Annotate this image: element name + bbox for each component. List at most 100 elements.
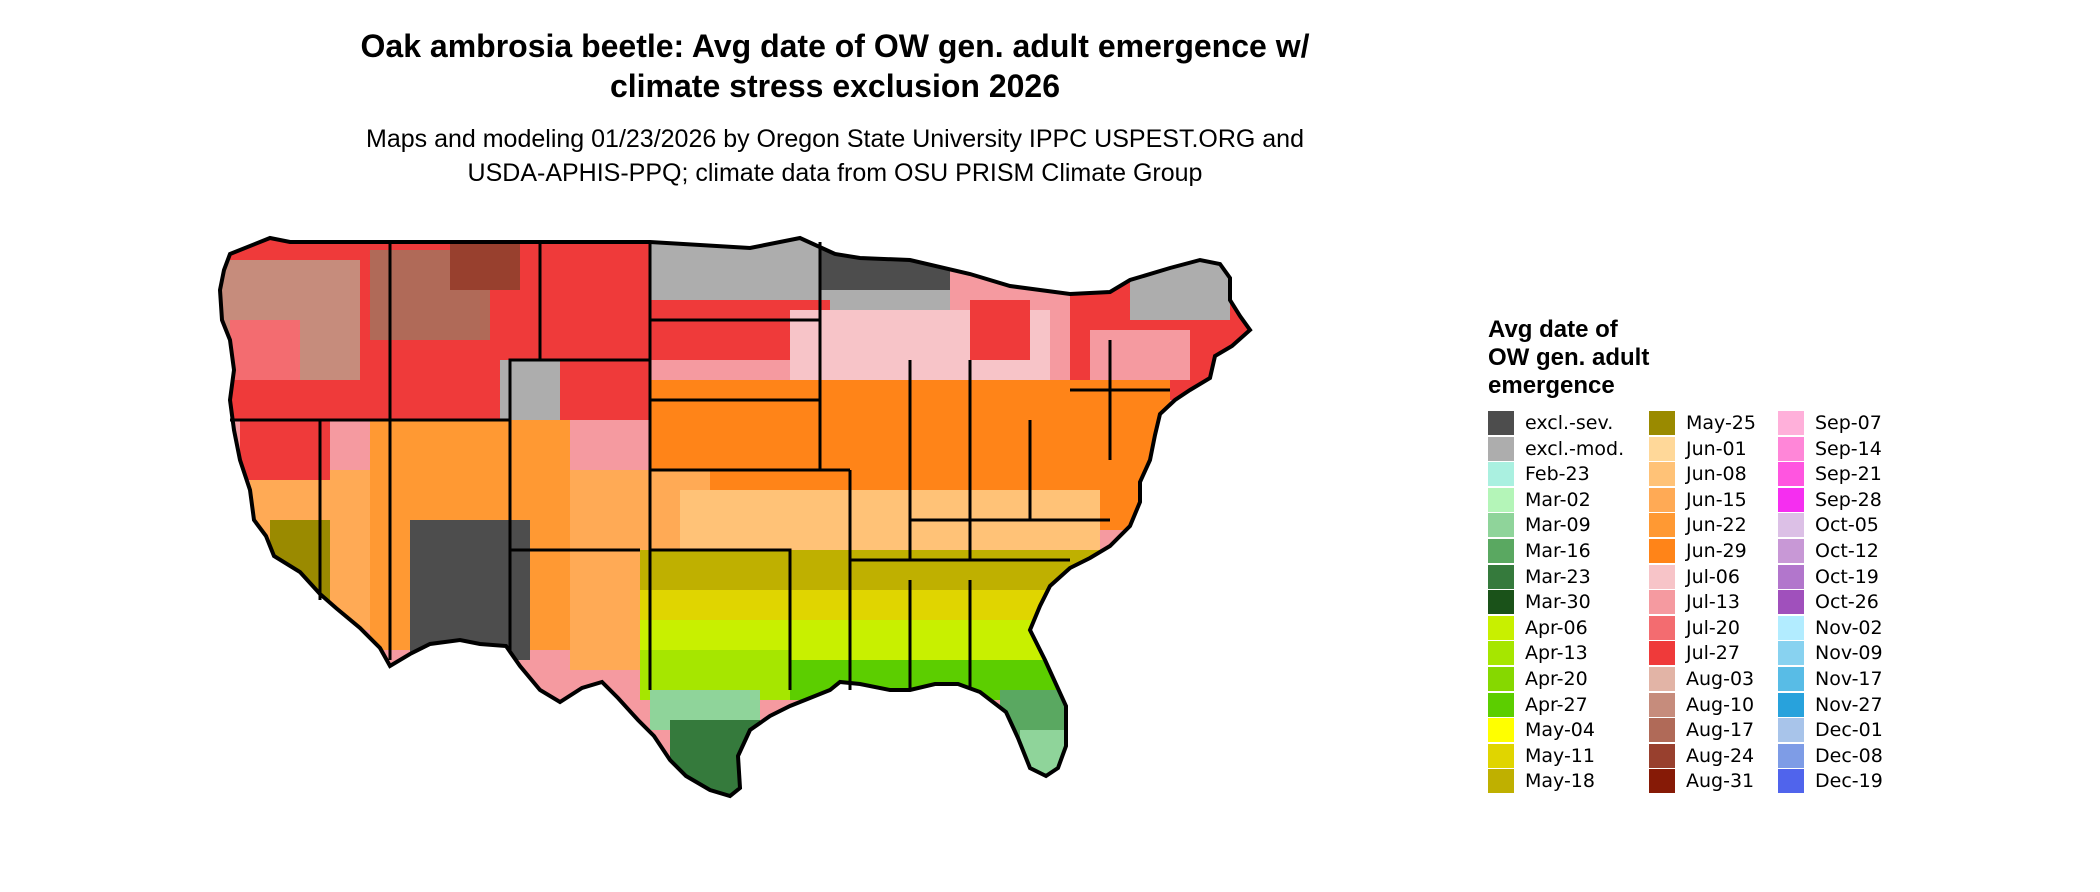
legend-swatch bbox=[1488, 666, 1514, 691]
legend-swatch bbox=[1488, 641, 1514, 666]
legend-label: Jun-08 bbox=[1686, 463, 1747, 486]
legend-label: May-04 bbox=[1525, 719, 1595, 742]
legend-swatch bbox=[1649, 411, 1675, 435]
legend-label: Aug-03 bbox=[1686, 667, 1755, 690]
legend-label: Nov-27 bbox=[1815, 693, 1883, 716]
legend-label: Jun-15 bbox=[1686, 488, 1747, 511]
legend-swatch bbox=[1488, 564, 1514, 589]
legend-swatch bbox=[1649, 615, 1675, 640]
legend-label: Apr-27 bbox=[1525, 693, 1588, 716]
legend-swatch bbox=[1649, 692, 1675, 717]
legend-label: Oct-26 bbox=[1815, 591, 1879, 614]
legend-label: Apr-06 bbox=[1525, 616, 1588, 639]
legend-label: Jul-13 bbox=[1686, 591, 1740, 614]
legend-label: Nov-17 bbox=[1815, 667, 1883, 690]
legend-swatch bbox=[1778, 436, 1804, 461]
legend-label: May-18 bbox=[1525, 770, 1595, 793]
legend-swatch bbox=[1778, 718, 1804, 743]
legend-label: Sep-07 bbox=[1815, 412, 1882, 434]
legend-swatch bbox=[1649, 743, 1675, 768]
legend-label: Mar-09 bbox=[1525, 514, 1591, 537]
title-line-2: climate stress exclusion 2026 bbox=[609, 68, 1061, 104]
legend-swatch bbox=[1778, 513, 1804, 538]
legend-swatch bbox=[1649, 769, 1675, 794]
legend-label: Aug-17 bbox=[1686, 719, 1755, 742]
legend-label: Nov-09 bbox=[1815, 642, 1883, 665]
legend-label: excl.-sev. bbox=[1525, 412, 1614, 434]
legend-swatch bbox=[1488, 769, 1514, 794]
legend-label: Mar-30 bbox=[1525, 591, 1591, 614]
legend-swatch bbox=[1488, 411, 1514, 435]
legend-swatch bbox=[1488, 590, 1514, 615]
legend-swatch bbox=[1778, 769, 1804, 794]
legend-label: Jul-27 bbox=[1686, 642, 1740, 665]
legend-label: Sep-21 bbox=[1815, 463, 1882, 486]
legend-swatch bbox=[1488, 718, 1514, 743]
legend-label: Oct-05 bbox=[1815, 514, 1879, 537]
legend-swatch bbox=[1778, 641, 1804, 666]
title-line-1: Oak ambrosia beetle: Avg date of OW gen.… bbox=[360, 28, 1310, 64]
legend-swatch bbox=[1649, 641, 1675, 666]
legend-label: Oct-12 bbox=[1815, 539, 1879, 562]
legend-label: Oct-19 bbox=[1815, 565, 1879, 588]
legend-label: Jun-22 bbox=[1686, 514, 1747, 537]
legend-swatch bbox=[1649, 513, 1675, 538]
legend-label: Mar-23 bbox=[1525, 565, 1591, 588]
legend-label: Dec-08 bbox=[1815, 744, 1883, 767]
legend-label: Aug-31 bbox=[1686, 770, 1755, 793]
legend-swatch bbox=[1488, 538, 1514, 563]
legend-title-line-2: OW gen. adult bbox=[1488, 344, 1650, 371]
legend-label: excl.-mod. bbox=[1525, 437, 1625, 460]
legend-label: Sep-28 bbox=[1815, 488, 1882, 511]
legend-label: Jul-06 bbox=[1686, 565, 1740, 588]
legend-label: Nov-02 bbox=[1815, 616, 1883, 639]
legend-swatch bbox=[1649, 462, 1675, 487]
legend-label: Jun-29 bbox=[1686, 539, 1747, 562]
legend-label: Sep-14 bbox=[1815, 437, 1882, 460]
legend-entries: excl.-sev. excl.-mod. Feb-23 Mar-02 Mar-09 Ma… bbox=[1488, 410, 1908, 810]
map-legend: Avg date of OW gen. adult emergence excl… bbox=[1488, 316, 1883, 794]
map-subtitle: Maps and modeling 01/23/2026 by Oregon S… bbox=[200, 122, 1470, 190]
legend-swatch bbox=[1488, 513, 1514, 538]
legend-label: Dec-19 bbox=[1815, 770, 1883, 793]
legend-swatch bbox=[1778, 462, 1804, 487]
legend-label: Jun-01 bbox=[1686, 437, 1747, 460]
legend-swatch bbox=[1778, 743, 1804, 768]
legend-label: Jul-20 bbox=[1686, 616, 1740, 639]
legend-label: May-11 bbox=[1525, 744, 1595, 767]
legend-swatch bbox=[1649, 666, 1675, 691]
legend-swatch bbox=[1488, 743, 1514, 768]
legend-swatch bbox=[1778, 487, 1804, 512]
legend-title: Avg date of OW gen. adult emergence bbox=[1488, 316, 1708, 400]
legend-swatch bbox=[1488, 462, 1514, 487]
subtitle-line-2: USDA-APHIS-PPQ; climate data from OSU PR… bbox=[467, 159, 1203, 187]
legend-swatch bbox=[1778, 615, 1804, 640]
legend-swatch bbox=[1488, 615, 1514, 640]
legend-title-line-3: emergence bbox=[1488, 372, 1615, 399]
legend-swatch bbox=[1778, 590, 1804, 615]
legend-label: Aug-10 bbox=[1686, 693, 1755, 716]
legend-swatch bbox=[1778, 692, 1804, 717]
legend-swatch bbox=[1778, 538, 1804, 563]
legend-swatch bbox=[1488, 692, 1514, 717]
legend-label: Dec-01 bbox=[1815, 719, 1883, 742]
legend-swatch bbox=[1778, 666, 1804, 691]
legend-swatch bbox=[1778, 564, 1804, 589]
legend-label: Apr-13 bbox=[1525, 642, 1588, 665]
us-emergence-map bbox=[217, 235, 1253, 799]
legend-swatch bbox=[1488, 436, 1514, 461]
legend-label: Aug-24 bbox=[1686, 744, 1755, 767]
subtitle-line-1: Maps and modeling 01/23/2026 by Oregon S… bbox=[366, 125, 1304, 153]
legend-label: May-25 bbox=[1686, 412, 1756, 434]
map-title: Oak ambrosia beetle: Avg date of OW gen.… bbox=[200, 26, 1470, 106]
legend-swatch bbox=[1488, 487, 1514, 512]
legend-title-line-1: Avg date of bbox=[1488, 316, 1618, 343]
legend-label: Apr-20 bbox=[1525, 667, 1588, 690]
legend-swatch bbox=[1649, 538, 1675, 563]
legend-swatch bbox=[1649, 718, 1675, 743]
legend-swatch bbox=[1649, 590, 1675, 615]
legend-label: Mar-16 bbox=[1525, 539, 1591, 562]
legend-label: Feb-23 bbox=[1525, 463, 1590, 486]
legend-label: Mar-02 bbox=[1525, 488, 1591, 511]
legend-swatch bbox=[1649, 487, 1675, 512]
